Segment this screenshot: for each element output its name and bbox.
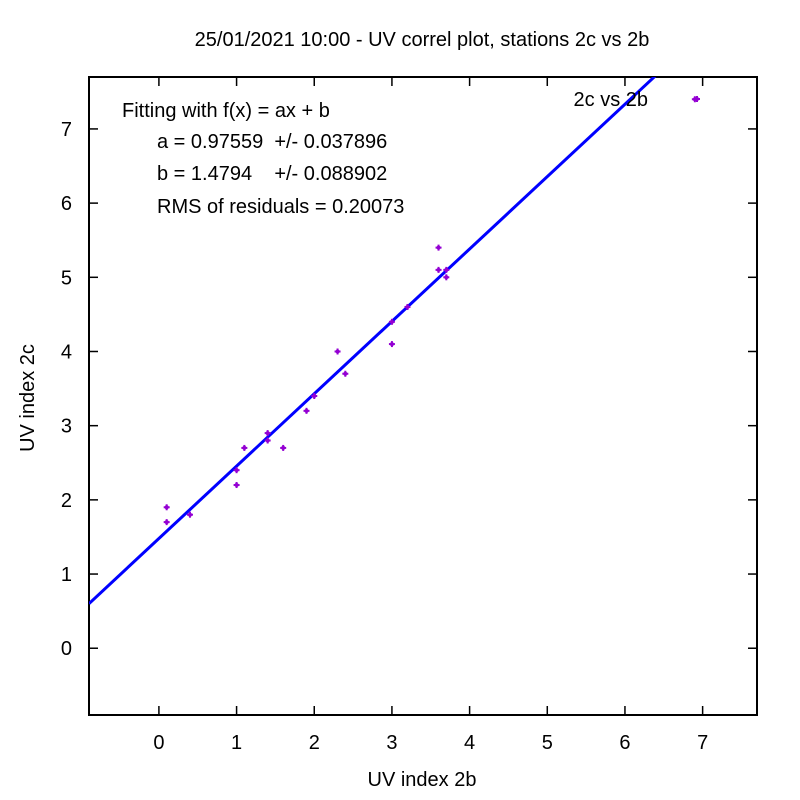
x-axis-ticks: 0 1 2 3 4 5 6 7 bbox=[153, 77, 708, 754]
data-point bbox=[443, 266, 450, 273]
x-tick-label: 0 bbox=[153, 732, 164, 754]
fit-text-line-4: RMS of residuals = 0.20073 bbox=[157, 196, 404, 218]
data-point bbox=[342, 370, 349, 377]
data-point bbox=[233, 467, 240, 474]
data-point bbox=[334, 348, 341, 355]
data-point bbox=[264, 437, 271, 444]
plot-frame bbox=[88, 76, 758, 716]
data-point bbox=[404, 303, 411, 310]
y-axis-label: UV index 2c bbox=[17, 344, 39, 452]
data-point bbox=[303, 407, 310, 414]
data-point bbox=[241, 444, 248, 451]
data-point bbox=[186, 511, 193, 518]
y-tick-label: 5 bbox=[61, 267, 72, 289]
legend-label-series: 2c vs 2b bbox=[574, 89, 648, 111]
data-point bbox=[163, 504, 170, 511]
x-tick-label: 4 bbox=[464, 732, 475, 754]
y-axis-ticks: 0 1 2 3 4 5 6 7 bbox=[61, 119, 757, 660]
data-point bbox=[388, 341, 395, 348]
data-point bbox=[443, 274, 450, 281]
y-tick-label: 3 bbox=[61, 416, 72, 438]
data-point bbox=[280, 444, 287, 451]
data-point bbox=[311, 393, 318, 399]
legend: 2c vs 2b bbox=[574, 89, 700, 111]
fit-text-line-1: Fitting with f(x) = ax + b bbox=[122, 100, 330, 122]
data-point bbox=[388, 318, 395, 325]
y-tick-label: 2 bbox=[61, 490, 72, 512]
data-point bbox=[264, 430, 271, 437]
y-tick-label: 0 bbox=[61, 638, 72, 660]
data-point bbox=[233, 482, 240, 489]
x-tick-label: 3 bbox=[386, 732, 397, 754]
x-tick-label: 5 bbox=[542, 732, 553, 754]
fit-annotation: Fitting with f(x) = ax + b a = 0.97559 +… bbox=[122, 100, 404, 218]
x-tick-label: 2 bbox=[309, 732, 320, 754]
x-tick-label: 1 bbox=[231, 732, 242, 754]
scatter-points bbox=[163, 96, 698, 526]
x-tick-label: 7 bbox=[697, 732, 708, 754]
x-tick-label: 6 bbox=[619, 732, 630, 754]
y-tick-label: 4 bbox=[61, 341, 72, 363]
fit-line bbox=[89, 77, 657, 605]
y-tick-label: 7 bbox=[61, 119, 72, 141]
data-point bbox=[163, 519, 170, 526]
x-axis-label: UV index 2b bbox=[368, 769, 477, 791]
chart-title: 25/01/2021 10:00 - UV correl plot, stati… bbox=[195, 29, 650, 51]
legend-marker-series bbox=[694, 96, 700, 102]
fit-text-line-3: b = 1.4794 +/- 0.088902 bbox=[157, 163, 387, 185]
data-point bbox=[435, 244, 442, 251]
y-tick-label: 1 bbox=[61, 564, 72, 586]
y-tick-label: 6 bbox=[61, 193, 72, 215]
data-point bbox=[435, 266, 442, 273]
fit-text-line-2: a = 0.97559 +/- 0.037896 bbox=[157, 131, 387, 153]
